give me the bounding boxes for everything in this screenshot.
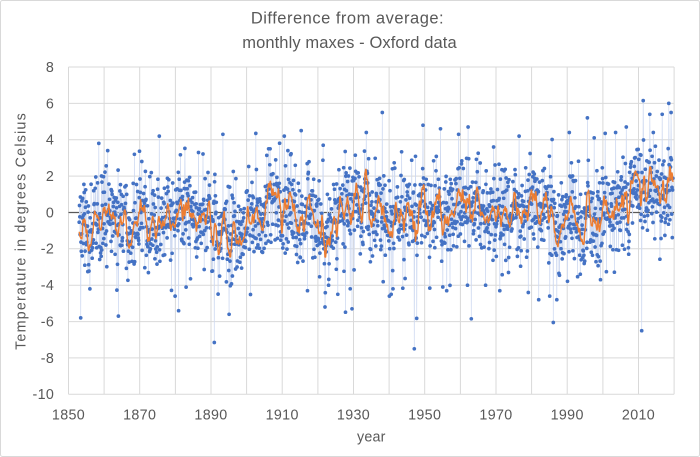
svg-text:2: 2 [46, 169, 54, 185]
svg-text:-10: -10 [32, 387, 54, 403]
svg-text:1930: 1930 [337, 408, 370, 424]
svg-text:1970: 1970 [479, 408, 512, 424]
svg-text:2010: 2010 [622, 408, 655, 424]
svg-text:year: year [357, 430, 386, 446]
svg-text:-2: -2 [41, 242, 54, 258]
svg-text:-6: -6 [41, 315, 54, 331]
svg-text:1950: 1950 [408, 408, 441, 424]
svg-text:Temperature in degrees Celsius: Temperature in degrees Celsius [14, 112, 30, 350]
svg-text:1990: 1990 [551, 408, 584, 424]
svg-text:1910: 1910 [266, 408, 299, 424]
svg-text:1870: 1870 [123, 408, 156, 424]
svg-text:-8: -8 [41, 351, 54, 367]
svg-text:6: 6 [46, 96, 54, 112]
svg-text:8: 8 [46, 60, 54, 76]
svg-text:4: 4 [46, 133, 54, 149]
svg-text:monthly maxes - Oxford data: monthly maxes - Oxford data [242, 34, 457, 52]
svg-text:0: 0 [46, 205, 54, 221]
svg-text:-4: -4 [41, 278, 54, 294]
svg-text:1890: 1890 [194, 408, 227, 424]
svg-text:1850: 1850 [52, 408, 85, 424]
svg-text:Difference from average:: Difference from average: [251, 9, 444, 27]
